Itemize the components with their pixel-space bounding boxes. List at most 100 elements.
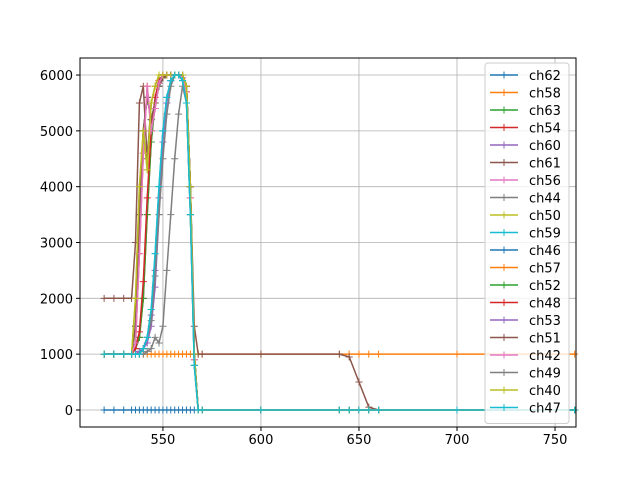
legend-marker (500, 159, 508, 166)
legend-marker (500, 229, 508, 236)
data-point-marker (167, 211, 175, 219)
data-point-marker (135, 99, 143, 107)
data-point-marker (159, 322, 167, 330)
legend-item: ch63 (490, 104, 561, 119)
data-point-marker (163, 266, 171, 274)
data-point-marker (143, 194, 151, 202)
data-point-marker (143, 166, 151, 174)
data-point-marker (110, 350, 118, 358)
legend-item: ch51 (490, 332, 561, 347)
data-point-marker (139, 294, 147, 302)
data-point-marker (375, 406, 383, 414)
x-tick-label: 650 (347, 433, 372, 448)
legend-marker (500, 264, 508, 271)
data-point-marker (355, 350, 363, 358)
legend-marker (500, 386, 508, 394)
legend-item: ch56 (490, 174, 561, 189)
legend-label: ch50 (529, 209, 561, 224)
y-tick-label: 1000 (40, 348, 73, 363)
legend-item: ch47 (490, 402, 561, 417)
legend-item: ch62 (490, 69, 561, 84)
legend-marker (500, 176, 508, 184)
data-point-marker (131, 294, 139, 302)
legend-item: ch61 (490, 157, 561, 172)
legend-item: ch46 (490, 244, 561, 259)
data-point-marker (151, 272, 159, 280)
data-point-marker (453, 406, 461, 414)
data-point-marker (131, 339, 139, 347)
legend-label: ch52 (529, 279, 561, 294)
data-point-marker (257, 406, 265, 414)
legend-label: ch40 (529, 384, 561, 399)
data-point-marker (198, 406, 206, 414)
data-point-marker (335, 406, 343, 414)
legend-marker (500, 316, 508, 324)
legend-item: ch52 (490, 279, 561, 294)
legend-item: ch58 (490, 87, 561, 102)
data-point-marker (182, 99, 190, 107)
legend-item: ch40 (490, 384, 561, 399)
data-point-marker (571, 406, 579, 414)
legend-item: ch44 (490, 192, 561, 207)
x-tick-label: 550 (151, 433, 176, 448)
data-point-marker (135, 211, 143, 219)
data-point-marker (375, 350, 383, 358)
legend-label: ch47 (529, 402, 561, 417)
data-point-marker (120, 294, 128, 302)
legend-marker (500, 299, 508, 306)
legend-label: ch42 (529, 349, 561, 364)
data-point-marker (139, 278, 147, 286)
data-point-marker (186, 211, 194, 219)
y-tick-label: 0 (65, 404, 73, 419)
legend-label: ch60 (529, 139, 561, 154)
legend-label: ch63 (529, 104, 561, 119)
data-point-marker (175, 71, 183, 79)
legend-marker (500, 334, 508, 341)
data-point-marker (155, 339, 163, 347)
legend-box (484, 62, 570, 424)
data-point-marker (186, 183, 194, 191)
data-point-marker (155, 183, 163, 191)
legend-marker (500, 246, 508, 254)
data-point-marker (571, 350, 579, 358)
data-point-marker (159, 127, 167, 135)
legend-item: ch54 (490, 122, 561, 137)
data-point-marker (135, 183, 143, 191)
data-point-marker (147, 345, 155, 353)
data-point-marker (171, 155, 179, 163)
data-point-marker (151, 105, 159, 113)
legend-item: ch60 (490, 139, 561, 154)
legend-marker (500, 89, 508, 96)
legend-item: ch48 (490, 297, 561, 312)
legend-marker (500, 281, 508, 289)
data-point-marker (147, 317, 155, 325)
data-point-marker (143, 347, 151, 355)
legend-marker (500, 351, 508, 359)
legend-label: ch49 (529, 367, 561, 382)
data-point-marker (151, 82, 159, 90)
legend-label: ch44 (529, 192, 561, 207)
data-point-marker (110, 406, 118, 414)
x-tick-label: 600 (249, 433, 274, 448)
data-point-marker (345, 406, 353, 414)
legend-item: ch59 (490, 227, 561, 242)
legend-item: ch53 (490, 314, 561, 329)
data-point-marker (139, 345, 147, 353)
x-tick-label: 700 (445, 433, 470, 448)
data-point-marker (147, 99, 155, 107)
data-point-marker (135, 328, 143, 336)
legend-marker (500, 194, 508, 201)
data-point-marker (355, 406, 363, 414)
data-point-marker (175, 110, 183, 118)
data-point-marker (151, 250, 159, 258)
data-point-marker (120, 350, 128, 358)
y-tick-label: 5000 (40, 125, 73, 140)
data-point-marker (100, 406, 108, 414)
legend-item: ch57 (490, 262, 561, 277)
legend-label: ch53 (529, 314, 561, 329)
legend-label: ch62 (529, 69, 561, 84)
legend-label: ch46 (529, 244, 561, 259)
data-point-marker (365, 406, 373, 414)
data-point-marker (345, 353, 353, 361)
data-point-marker (179, 77, 187, 85)
